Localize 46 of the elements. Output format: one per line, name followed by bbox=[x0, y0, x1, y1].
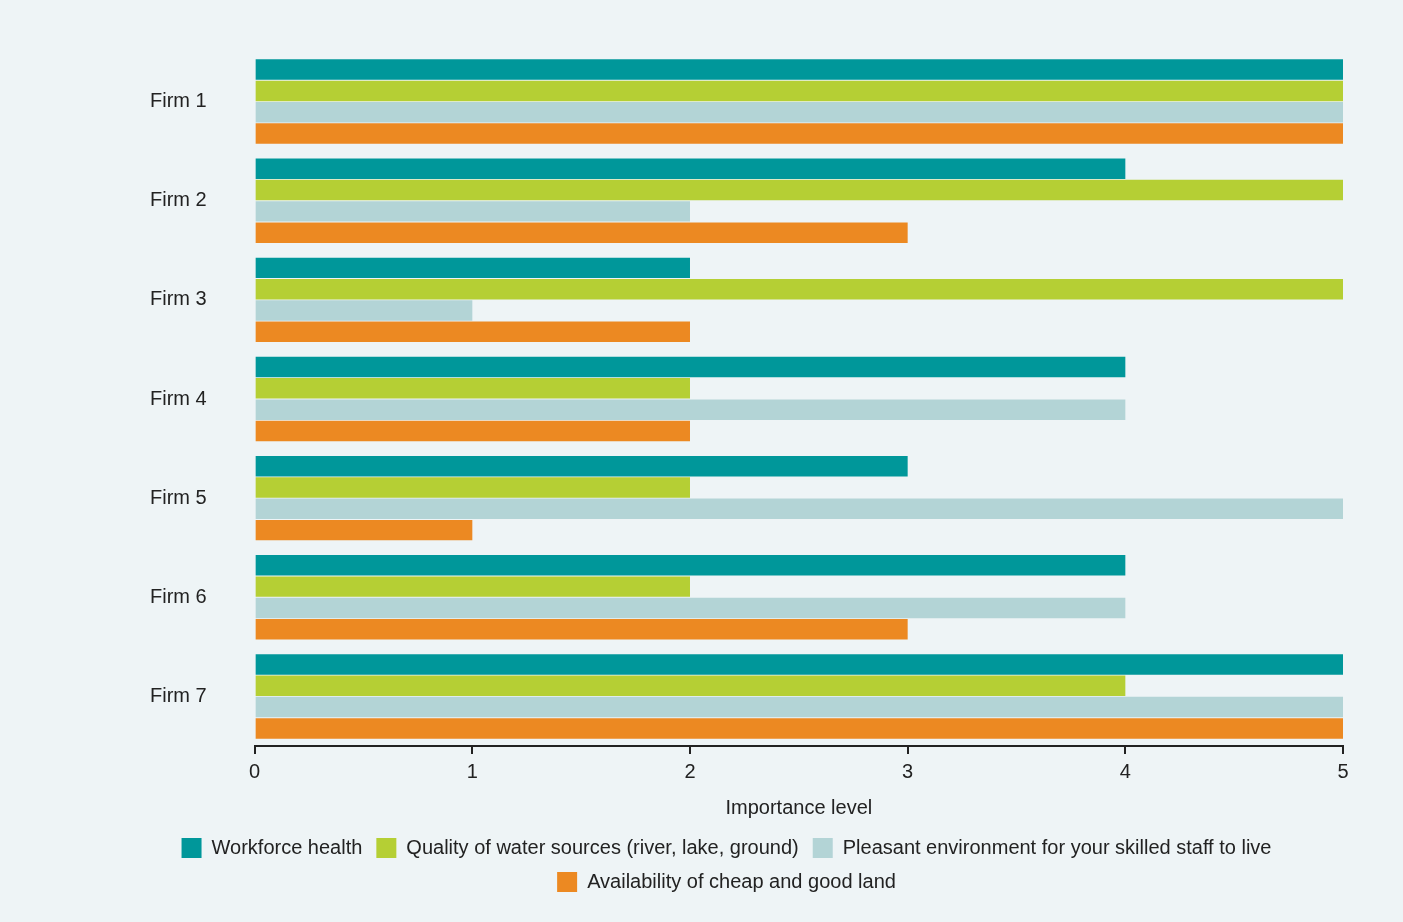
y-tick-label: Firm 3 bbox=[149, 287, 207, 310]
bar bbox=[255, 654, 1343, 675]
bar bbox=[255, 619, 908, 640]
y-tick-label: Firm 6 bbox=[149, 584, 207, 607]
bar bbox=[255, 321, 690, 343]
bar bbox=[255, 179, 1343, 201]
legend-label: Workforce health bbox=[211, 835, 363, 858]
bar bbox=[255, 80, 1343, 102]
bar bbox=[255, 59, 1343, 80]
bar bbox=[255, 498, 1343, 520]
y-tick-label: Firm 4 bbox=[149, 386, 207, 409]
x-tick-label: 1 bbox=[466, 759, 478, 782]
bar bbox=[255, 356, 1126, 378]
bar bbox=[255, 278, 1343, 300]
y-tick-label: Firm 2 bbox=[149, 188, 207, 211]
legend-label: Availability of cheap and good land bbox=[587, 869, 896, 892]
bar bbox=[255, 576, 690, 597]
bar bbox=[255, 675, 1126, 696]
bar bbox=[255, 519, 473, 541]
bar bbox=[255, 378, 690, 399]
bar bbox=[255, 300, 473, 321]
x-tick-label: 2 bbox=[684, 759, 696, 782]
y-tick-label: Firm 1 bbox=[149, 89, 207, 112]
y-tick-label: Firm 5 bbox=[149, 485, 207, 508]
bar bbox=[255, 222, 908, 243]
bar bbox=[255, 696, 1343, 718]
bar bbox=[255, 102, 1343, 123]
bar bbox=[255, 555, 1126, 576]
x-axis-title: Importance level bbox=[725, 795, 873, 818]
bar bbox=[255, 257, 690, 279]
x-tick-label: 0 bbox=[249, 759, 261, 782]
y-tick-label: Firm 7 bbox=[149, 683, 207, 706]
x-tick-label: 5 bbox=[1337, 759, 1349, 782]
bar bbox=[255, 477, 690, 498]
legend-label: Quality of water sources (river, lake, ground) bbox=[406, 835, 799, 858]
bar bbox=[255, 718, 1343, 739]
bar bbox=[255, 455, 908, 477]
x-tick-label: 4 bbox=[1119, 759, 1131, 782]
bar bbox=[255, 420, 690, 442]
x-tick-label: 3 bbox=[902, 759, 914, 782]
bar bbox=[255, 158, 1126, 179]
bar bbox=[255, 597, 1126, 619]
bar bbox=[255, 201, 690, 222]
bar bbox=[255, 123, 1343, 144]
legend-label: Pleasant environment for your skilled staff to live bbox=[842, 835, 1272, 858]
bar bbox=[255, 399, 1126, 420]
